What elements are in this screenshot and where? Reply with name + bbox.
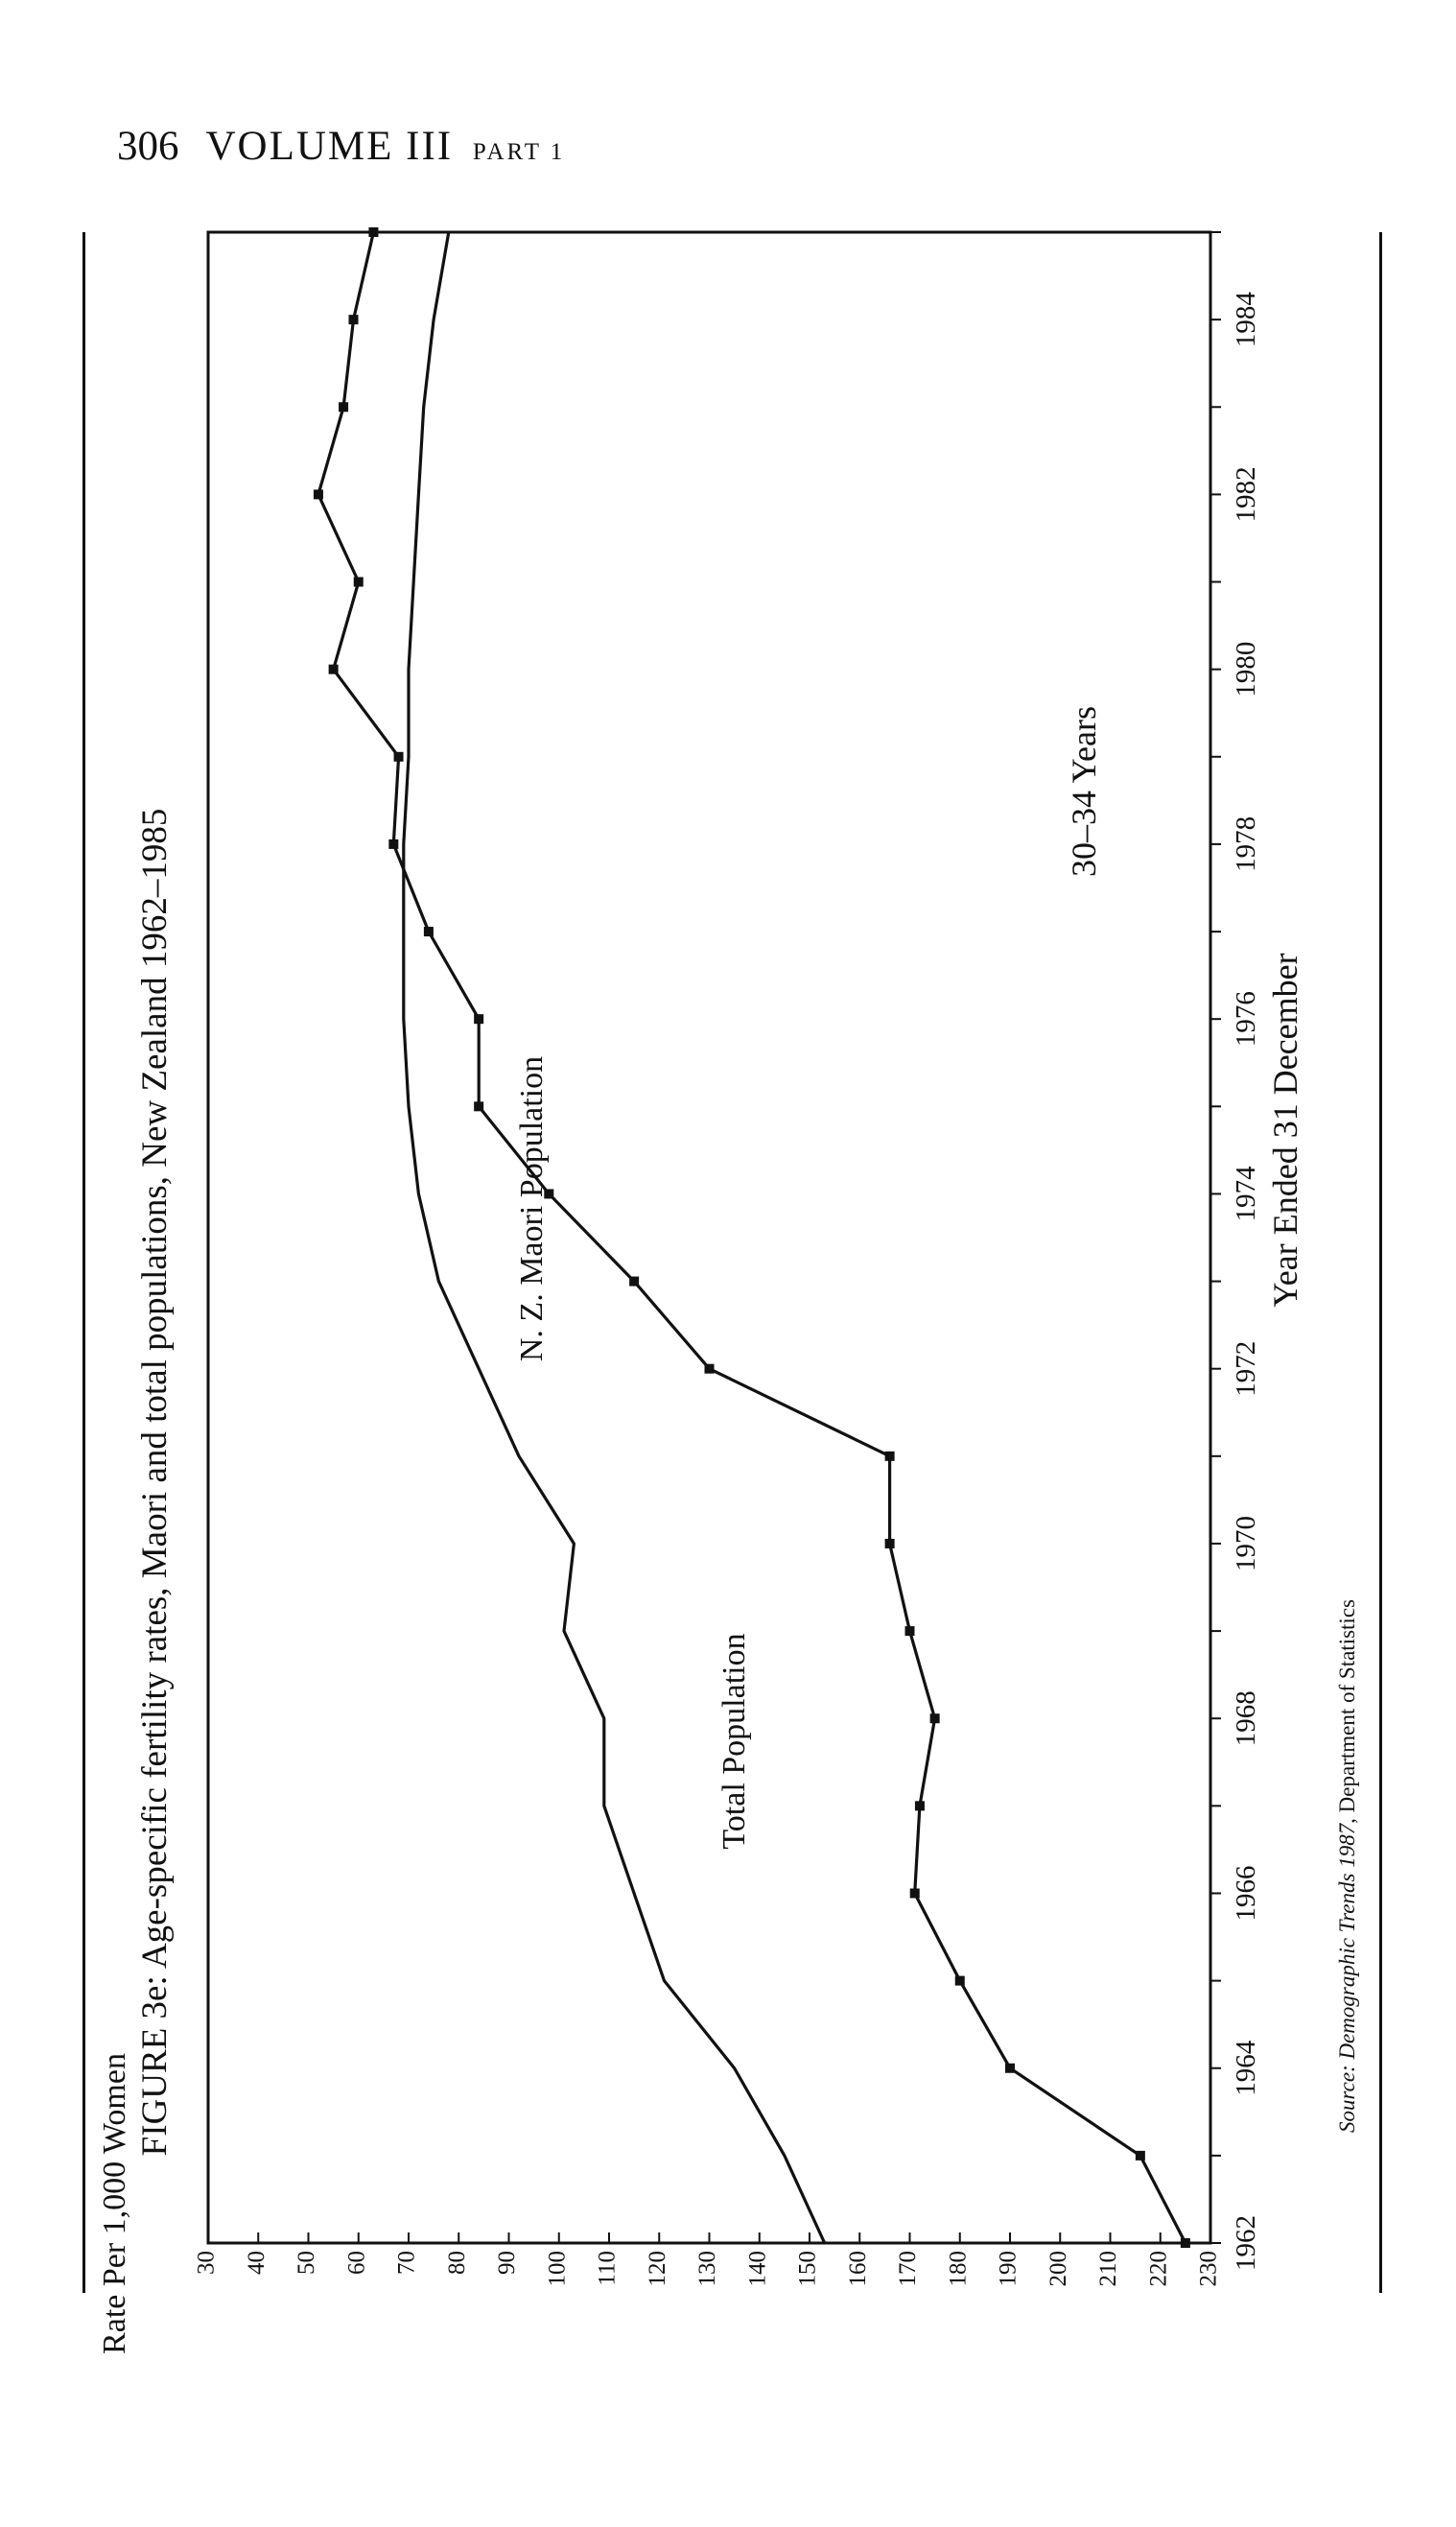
maori-data-point bbox=[393, 751, 404, 762]
rate-tick-label: 130 bbox=[694, 2251, 720, 2287]
maori-data-point bbox=[474, 1101, 484, 1112]
maori-data-point bbox=[1135, 2150, 1145, 2161]
maori-data-point bbox=[1005, 2063, 1015, 2073]
rate-tick-label: 170 bbox=[895, 2251, 921, 2287]
maori-data-point bbox=[353, 577, 364, 587]
volume-label: VOLUME III bbox=[205, 124, 454, 169]
maori-data-point bbox=[914, 1801, 925, 1811]
page-number: 306 bbox=[117, 124, 179, 169]
year-tick-label: 1972 bbox=[1231, 1341, 1261, 1397]
maori-data-point bbox=[313, 489, 323, 500]
source-rest: , Department of Statistics bbox=[1335, 1599, 1359, 1824]
maori-data-point bbox=[904, 1626, 915, 1637]
source-note: Source: Demographic Trends 1987, Departm… bbox=[1335, 1599, 1359, 2133]
maori-data-point bbox=[368, 227, 379, 237]
y-axis-label: Rate Per 1,000 Women bbox=[97, 2053, 132, 2354]
year-tick-label: 1984 bbox=[1231, 292, 1261, 348]
maori-data-point bbox=[544, 1189, 554, 1199]
rate-tick-label: 140 bbox=[744, 2251, 770, 2287]
year-tick-label: 1974 bbox=[1231, 1166, 1261, 1222]
maori-data-point bbox=[388, 838, 399, 849]
maori-data-point bbox=[909, 1888, 920, 1899]
maori-data-point bbox=[348, 315, 359, 325]
maori-data-point bbox=[954, 1975, 965, 1986]
part-label: PART 1 bbox=[472, 139, 566, 165]
rate-tick-label: 90 bbox=[494, 2251, 520, 2275]
rate-tick-label: 70 bbox=[394, 2251, 420, 2275]
maori-series-line bbox=[317, 231, 1187, 2244]
rate-tick-label: 210 bbox=[1095, 2251, 1121, 2287]
maori-data-point bbox=[474, 1014, 484, 1025]
maori-data-point bbox=[328, 664, 339, 674]
source-italic: Source: Demographic Trends 1987 bbox=[1335, 1822, 1359, 2133]
rate-tick-label: 150 bbox=[795, 2251, 821, 2287]
page-header: 306 VOLUME III PART 1 bbox=[117, 123, 565, 170]
maori-data-point bbox=[339, 402, 349, 413]
right-rule bbox=[1379, 232, 1382, 2293]
year-tick-label: 1966 bbox=[1231, 1865, 1261, 1921]
year-tick-label: 1976 bbox=[1231, 991, 1261, 1047]
rate-tick-label: 120 bbox=[645, 2251, 670, 2287]
maori-series-label: N. Z. Maori Population bbox=[514, 1056, 550, 1361]
maori-data-point bbox=[423, 927, 434, 937]
rate-tick-label: 80 bbox=[444, 2251, 470, 2275]
rate-tick-label: 40 bbox=[244, 2251, 270, 2275]
figure-title: FIGURE 3e: Age-specific fertility rates,… bbox=[135, 809, 175, 2157]
x-axis-label: Year Ended 31 December bbox=[1266, 953, 1304, 1307]
maori-data-point bbox=[629, 1276, 640, 1287]
year-tick-label: 1968 bbox=[1231, 1690, 1261, 1746]
maori-data-point bbox=[704, 1363, 715, 1374]
plot-frame bbox=[206, 230, 1212, 2245]
year-tick-label: 1964 bbox=[1231, 2040, 1261, 2096]
rate-tick-label: 110 bbox=[595, 2251, 621, 2286]
year-tick-label: 1970 bbox=[1231, 1516, 1261, 1571]
maori-data-point bbox=[1180, 2238, 1190, 2248]
rate-tick-label: 190 bbox=[996, 2251, 1022, 2287]
rate-tick-label: 160 bbox=[845, 2251, 871, 2287]
maori-data-point bbox=[884, 1451, 895, 1461]
rate-tick-label: 60 bbox=[343, 2251, 369, 2275]
rate-tick-label: 180 bbox=[945, 2251, 971, 2287]
total-series-line bbox=[402, 231, 827, 2244]
total-series-label: Total Population bbox=[716, 1633, 752, 1849]
maori-data-point bbox=[929, 1713, 940, 1724]
year-tick-label: 1962 bbox=[1231, 2215, 1261, 2271]
year-tick-label: 1978 bbox=[1231, 816, 1261, 872]
year-tick-label: 1980 bbox=[1231, 642, 1261, 697]
rate-tick-label: 50 bbox=[294, 2251, 319, 2275]
rate-tick-label: 100 bbox=[544, 2251, 570, 2287]
year-tick-label: 1982 bbox=[1231, 466, 1261, 522]
rate-tick-label: 220 bbox=[1145, 2251, 1171, 2287]
panel-subtitle: 30–34 Years bbox=[1065, 706, 1103, 877]
left-rule bbox=[82, 232, 85, 2293]
rate-tick-label: 230 bbox=[1196, 2251, 1222, 2287]
maori-data-point bbox=[884, 1538, 895, 1548]
rate-tick-label: 200 bbox=[1045, 2251, 1071, 2287]
rate-tick-label: 30 bbox=[194, 2251, 220, 2275]
